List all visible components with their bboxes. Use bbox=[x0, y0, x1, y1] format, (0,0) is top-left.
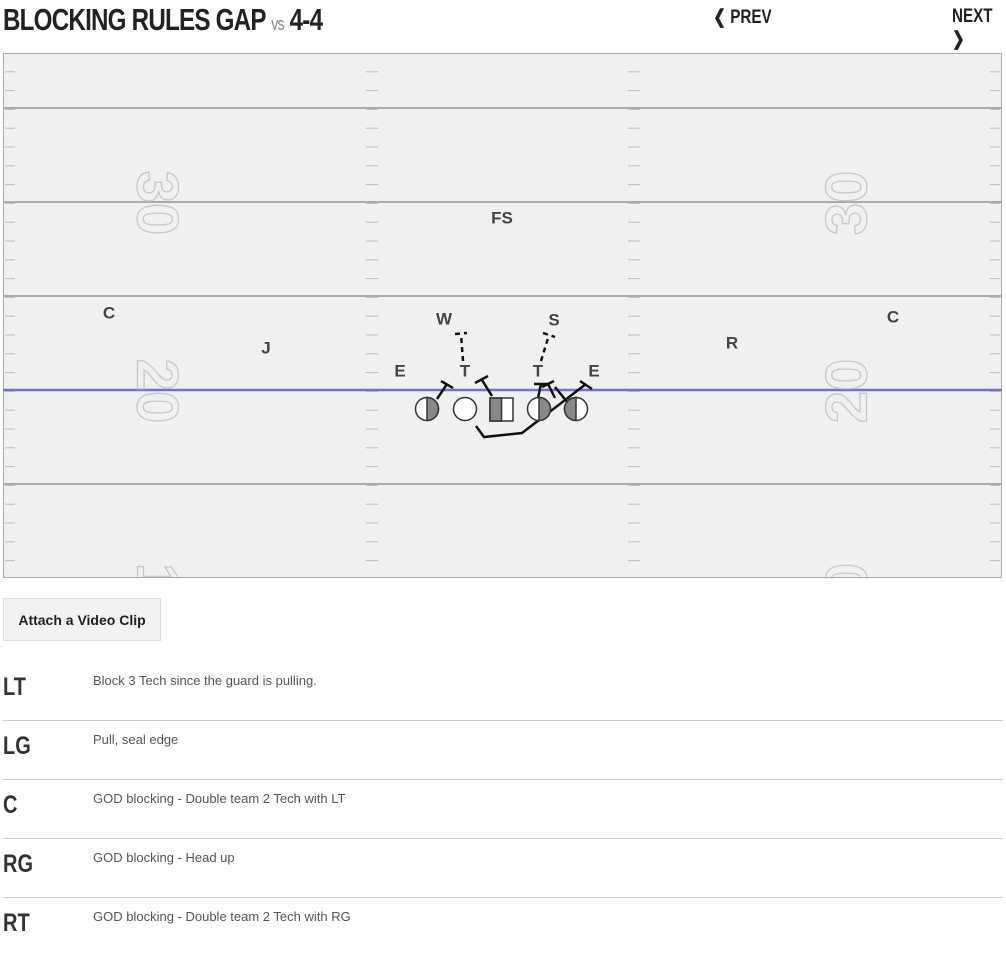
defender: C bbox=[887, 307, 899, 326]
title-text: BLOCKING RULES GAP bbox=[3, 2, 266, 37]
yard-number: 20 bbox=[814, 359, 879, 424]
rule-row: LT Block 3 Tech since the guard is pullin… bbox=[3, 661, 1003, 721]
vs: vs bbox=[271, 14, 284, 34]
yard-lines bbox=[3, 107, 1002, 485]
rule-text: Pull, seal edge bbox=[93, 732, 179, 747]
defender: FS bbox=[491, 208, 513, 227]
prev-label: PREV bbox=[730, 7, 772, 28]
field-bg bbox=[3, 53, 1002, 578]
defender: T bbox=[533, 361, 544, 380]
prev-button[interactable]: ❮ PREV bbox=[713, 7, 772, 28]
next-button[interactable]: NEXT ❯ bbox=[952, 6, 993, 50]
rule-text: Block 3 Tech since the guard is pulling. bbox=[93, 673, 317, 688]
field: 30 30 20 20 1 0 FS C C W S J R E T T E bbox=[3, 53, 1002, 579]
yard-number: 30 bbox=[125, 171, 190, 236]
defender: E bbox=[394, 361, 405, 380]
next-label: NEXT bbox=[952, 6, 993, 27]
formation: 4-4 bbox=[289, 2, 323, 37]
yard-number: 30 bbox=[814, 171, 879, 236]
defender: W bbox=[436, 309, 453, 328]
rule-row: LG Pull, seal edge bbox=[3, 720, 1003, 780]
rule-text: GOD blocking - Head up bbox=[93, 850, 235, 865]
attach-video-button[interactable]: Attach a Video Clip bbox=[3, 598, 161, 641]
position-label: LG bbox=[3, 732, 31, 760]
defender: T bbox=[460, 361, 471, 380]
position-label: RG bbox=[3, 850, 33, 878]
defender: J bbox=[261, 338, 270, 357]
rule-row: RG GOD blocking - Head up bbox=[3, 838, 1003, 898]
offensive-line bbox=[414, 396, 589, 422]
position-label: C bbox=[3, 791, 18, 819]
rule-text: GOD blocking - Double team 2 Tech with L… bbox=[93, 791, 346, 806]
defender: S bbox=[548, 310, 559, 329]
hashes bbox=[5, 71, 1000, 562]
blocking-routes bbox=[435, 331, 593, 439]
yard-number: 0 bbox=[814, 563, 879, 579]
position-label: LT bbox=[3, 673, 26, 701]
rule-row: C GOD blocking - Double team 2 Tech with … bbox=[3, 779, 1003, 839]
defender: C bbox=[103, 303, 115, 322]
title: BLOCKING RULES GAP vs 4-4 bbox=[3, 0, 323, 44]
defender: R bbox=[726, 333, 738, 352]
header: BLOCKING RULES GAP vs 4-4 bbox=[3, 0, 412, 40]
rule-text: GOD blocking - Double team 2 Tech with R… bbox=[93, 909, 351, 924]
yard-number: 20 bbox=[125, 359, 190, 424]
position-label: RT bbox=[3, 909, 30, 937]
yard-number: 1 bbox=[125, 563, 190, 579]
rule-row: RT GOD blocking - Double team 2 Tech with… bbox=[3, 897, 1003, 956]
defender: E bbox=[588, 361, 599, 380]
